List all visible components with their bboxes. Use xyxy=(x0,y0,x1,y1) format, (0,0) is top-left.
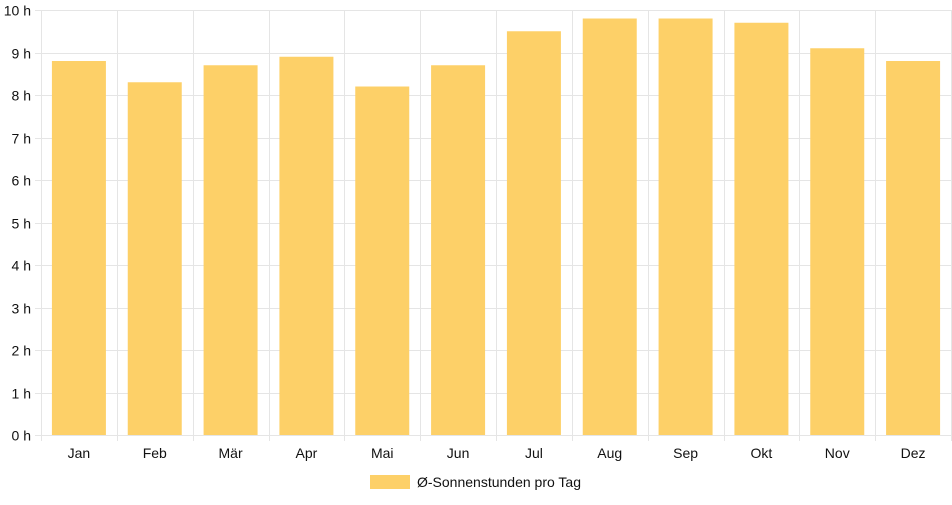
x-tick-label: Nov xyxy=(825,445,850,461)
x-tick-label: Mär xyxy=(219,445,243,461)
bar-sep[interactable] xyxy=(658,18,713,436)
x-tick-label: Jul xyxy=(525,445,543,461)
y-tick-label: 4 h xyxy=(12,258,31,274)
x-tick-label: Feb xyxy=(143,445,167,461)
grid-lines xyxy=(35,10,952,441)
y-tick-label: 5 h xyxy=(12,216,31,232)
bar-apr[interactable] xyxy=(279,56,334,435)
y-tick-label: 6 h xyxy=(12,173,31,189)
x-tick-label: Jan xyxy=(68,445,91,461)
legend-swatch[interactable] xyxy=(370,475,410,489)
y-tick-label: 7 h xyxy=(12,131,31,147)
bar-nov[interactable] xyxy=(810,48,865,435)
bar-jul[interactable] xyxy=(506,31,561,435)
y-tick-label: 9 h xyxy=(12,46,31,62)
bar-mai[interactable] xyxy=(355,86,410,436)
x-tick-label: Sep xyxy=(673,445,698,461)
y-tick-label: 1 h xyxy=(12,386,31,402)
y-tick-label: 2 h xyxy=(12,343,31,359)
bar-mär[interactable] xyxy=(203,65,258,435)
x-axis-ticks: Jan Feb Mär Apr Mai Jun Jul Aug Sep Okt Nov Dez xyxy=(68,445,926,461)
bar-jan[interactable] xyxy=(51,61,106,435)
x-tick-label: Apr xyxy=(296,445,318,461)
bar-okt[interactable] xyxy=(734,22,789,435)
legend-label[interactable]: Ø-Sonnenstunden pro Tag xyxy=(417,474,581,490)
x-tick-label: Dez xyxy=(901,445,926,461)
y-axis-ticks: 0 h 1 h 2 h 3 h 4 h 5 h 6 h 7 h 8 h 9 h 10 h xyxy=(4,3,31,444)
x-tick-label: Mai xyxy=(371,445,394,461)
bar-aug[interactable] xyxy=(582,18,637,436)
bar-dez[interactable] xyxy=(886,61,941,435)
y-tick-label: 3 h xyxy=(12,301,31,317)
bars xyxy=(51,18,941,436)
x-tick-label: Jun xyxy=(447,445,470,461)
y-tick-label: 0 h xyxy=(12,428,31,444)
y-tick-label: 10 h xyxy=(4,3,31,19)
bar-feb[interactable] xyxy=(127,82,182,435)
x-tick-label: Okt xyxy=(751,445,773,461)
legend[interactable]: Ø-Sonnenstunden pro Tag xyxy=(370,474,581,490)
x-tick-label: Aug xyxy=(597,445,622,461)
bar-jun[interactable] xyxy=(431,65,486,435)
y-tick-label: 8 h xyxy=(12,88,31,104)
